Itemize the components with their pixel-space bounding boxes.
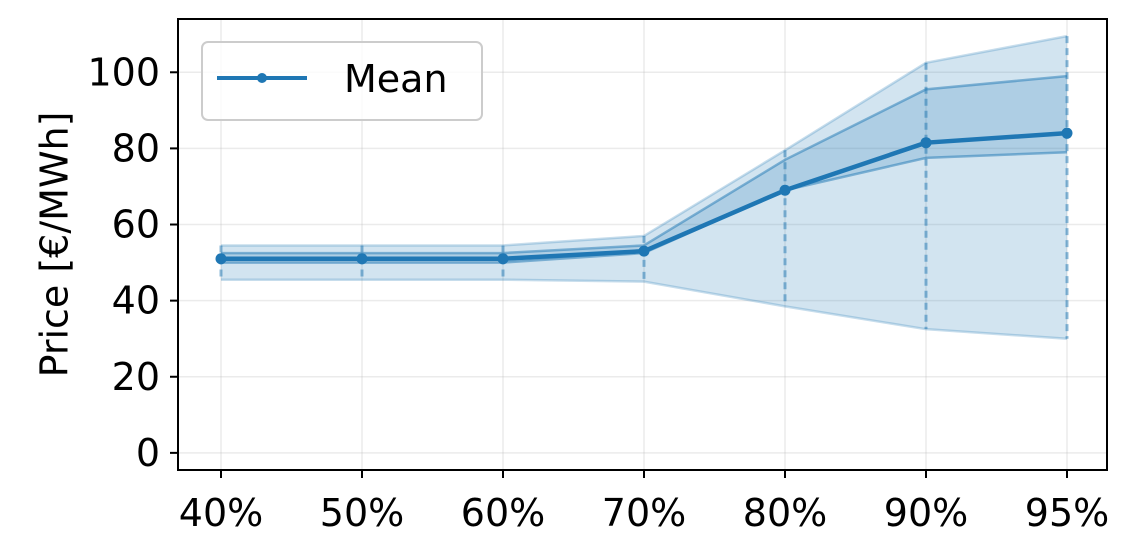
- data-point-mean: [215, 253, 227, 265]
- x-axis-ticks: 40% 50% 60% 70% 80% 90% 95%: [179, 470, 1109, 535]
- plot-frame: [177, 18, 1108, 471]
- x-tick-label: 95%: [1025, 491, 1109, 535]
- data-point-mean: [920, 137, 932, 149]
- y-tick-label: 100: [87, 50, 160, 94]
- legend: Mean: [201, 41, 483, 121]
- x-tick-label: 80%: [743, 491, 827, 535]
- legend-label-mean: Mean: [344, 57, 448, 101]
- series-lines: [215, 127, 1073, 265]
- x-tick-label: 50%: [320, 491, 404, 535]
- y-tick-label: 0: [136, 431, 160, 475]
- data-point-mean: [779, 184, 791, 196]
- x-tick-label: 70%: [602, 491, 686, 535]
- data-point-mean: [1061, 127, 1073, 139]
- y-tick-label: 40: [112, 279, 160, 323]
- y-tick-label: 60: [112, 203, 160, 247]
- data-point-mean: [356, 253, 368, 265]
- y-tick-label: 80: [112, 126, 160, 170]
- x-tick-label: 60%: [461, 491, 545, 535]
- legend-box: [201, 41, 483, 121]
- x-tick-label: 90%: [884, 491, 968, 535]
- y-axis-ticks: 0 20 40 60 80 100: [87, 50, 178, 475]
- x-tick-label: 40%: [179, 491, 263, 535]
- data-point-mean: [497, 253, 509, 265]
- y-axis-title: Price [€/MWh]: [32, 112, 76, 378]
- data-point-mean: [638, 245, 650, 257]
- y-tick-label: 20: [112, 355, 160, 399]
- legend-marker-mean: [257, 73, 267, 83]
- band-inner-area: [221, 76, 1067, 263]
